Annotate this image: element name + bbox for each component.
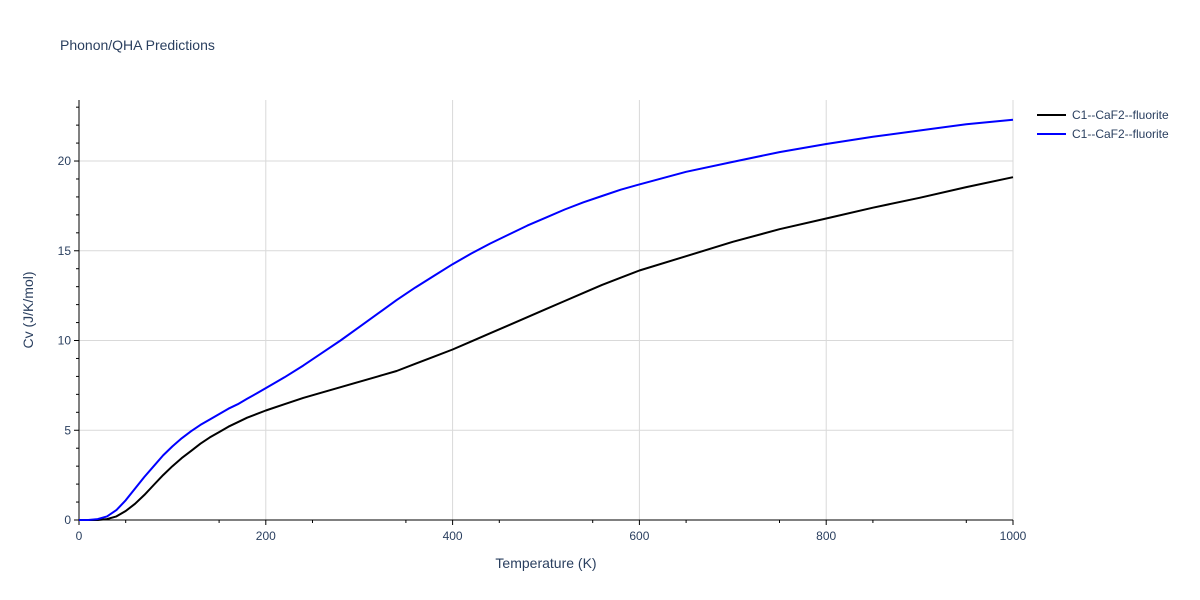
x-tick-label: 600 bbox=[629, 529, 649, 543]
y-axis-title: Cv (J/K/mol) bbox=[20, 272, 36, 349]
axes bbox=[78, 100, 1013, 521]
series-line-2 bbox=[79, 118, 1014, 521]
legend: C1--CaF2--fluorite C1--CaF2--fluorite bbox=[1037, 108, 1169, 141]
x-tick-label: 200 bbox=[256, 529, 276, 543]
tick-labels: 0 200 400 600 800 1000 0 5 10 15 20 bbox=[58, 106, 1027, 543]
x-axis-title: Temperature (K) bbox=[495, 555, 596, 571]
y-tick-label: 10 bbox=[58, 334, 72, 348]
legend-item-2[interactable]: C1--CaF2--fluorite bbox=[1037, 127, 1169, 141]
legend-label: C1--CaF2--fluorite bbox=[1072, 108, 1169, 122]
y-tick-label: 15 bbox=[58, 244, 72, 258]
x-tick-label: 800 bbox=[816, 529, 836, 543]
series-line-1 bbox=[79, 176, 1014, 521]
y-tick-label: 5 bbox=[64, 423, 71, 437]
x-tick-label: 400 bbox=[443, 529, 463, 543]
chart-title: Phonon/QHA Predictions bbox=[60, 37, 215, 53]
x-tick-label: 1000 bbox=[1000, 529, 1027, 543]
y-tick-label: 20 bbox=[58, 154, 72, 168]
x-tick-label: 0 bbox=[76, 529, 83, 543]
grid-lines bbox=[79, 100, 1014, 520]
legend-label: C1--CaF2--fluorite bbox=[1072, 127, 1169, 141]
series-lines bbox=[79, 118, 1014, 521]
y-tick-label: 0 bbox=[64, 513, 71, 527]
legend-item-1[interactable]: C1--CaF2--fluorite bbox=[1037, 108, 1169, 122]
